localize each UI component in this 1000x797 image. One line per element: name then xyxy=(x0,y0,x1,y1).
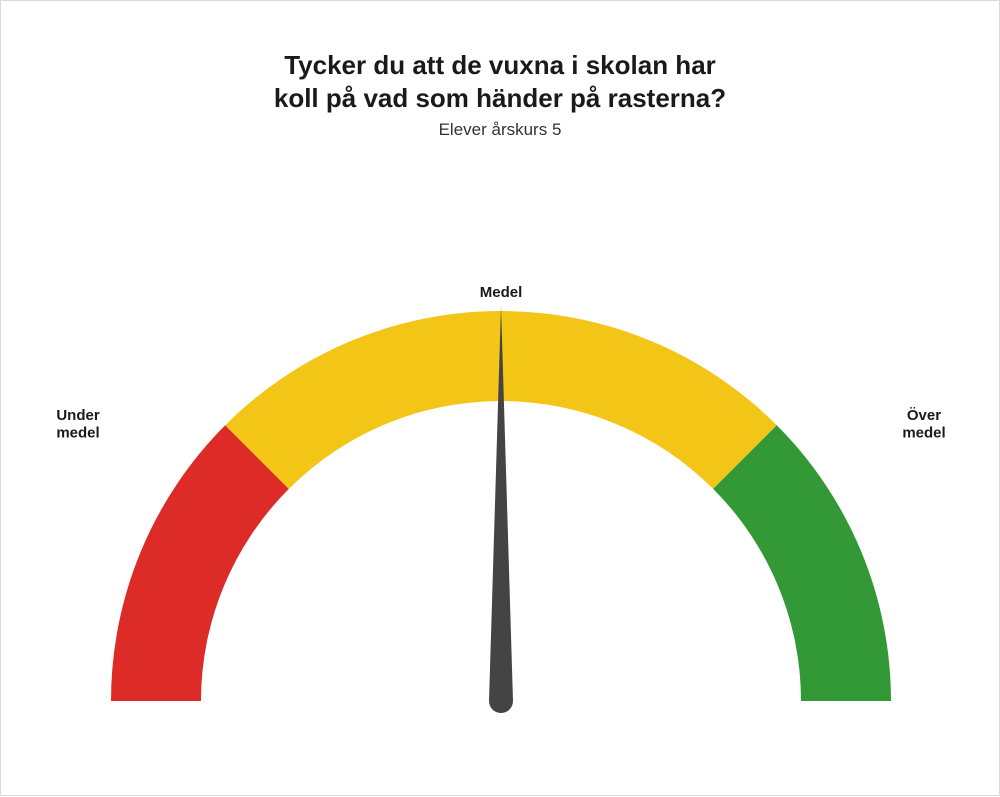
gauge-segment-mid xyxy=(225,311,777,489)
gauge-segment-over xyxy=(713,425,891,701)
chart-frame: Tycker du att de vuxna i skolan har koll… xyxy=(0,0,1000,796)
chart-title: Tycker du att de vuxna i skolan har koll… xyxy=(1,49,999,114)
chart-subtitle: Elever årskurs 5 xyxy=(1,120,999,140)
gauge-needle xyxy=(489,306,513,701)
gauge-segment-under xyxy=(111,425,289,701)
gauge-needle-hub xyxy=(489,689,513,713)
gauge-label-under: Undermedel xyxy=(56,407,100,441)
gauge-label-medel: Medel xyxy=(480,284,523,301)
gauge-label-over: Övermedel xyxy=(902,407,945,441)
chart-title-line2: koll på vad som händer på rasterna? xyxy=(274,83,726,113)
chart-title-line1: Tycker du att de vuxna i skolan har xyxy=(284,50,716,80)
